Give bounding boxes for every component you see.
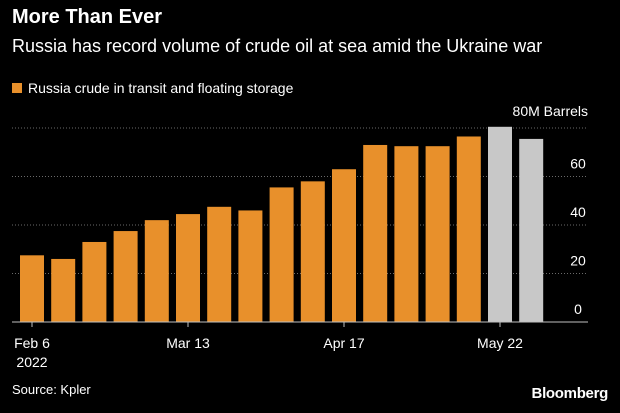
chart-title: More Than Ever [12, 6, 163, 28]
legend-label: Russia crude in transit and floating sto… [28, 80, 294, 96]
bar [269, 187, 294, 322]
bar [176, 214, 200, 322]
legend: Russia crude in transit and floating sto… [12, 80, 293, 96]
y-tick-label: 60 [570, 156, 586, 172]
x-tick-label: May 22 [477, 335, 523, 351]
y-tick-label: 40 [570, 204, 586, 220]
bar [488, 126, 512, 322]
x-tick-label-year: 2022 [16, 354, 47, 370]
bar [394, 146, 419, 322]
bar [300, 181, 325, 322]
bar [238, 210, 263, 322]
chart-subtitle: Russia has record volume of crude oil at… [12, 36, 543, 56]
bar [207, 206, 232, 322]
y-tick-label: 80M Barrels [513, 103, 588, 119]
bar [519, 138, 544, 322]
bar [425, 146, 450, 322]
bar [20, 255, 44, 322]
bar [82, 241, 107, 322]
bar [113, 231, 138, 322]
x-tick-label: Feb 6 [14, 335, 50, 351]
x-tick-label: Mar 13 [166, 335, 210, 351]
source-note: Source: Kpler [12, 382, 91, 397]
legend-swatch [12, 83, 22, 93]
y-tick-label: 20 [570, 253, 586, 269]
bar [456, 136, 481, 322]
bar [144, 220, 169, 322]
bloomberg-logo: Bloomberg [531, 385, 609, 402]
bar [51, 258, 76, 322]
bar [332, 169, 356, 322]
bar [363, 144, 388, 322]
x-tick-label: Apr 17 [323, 335, 364, 351]
y-tick-label: 0 [574, 301, 582, 317]
